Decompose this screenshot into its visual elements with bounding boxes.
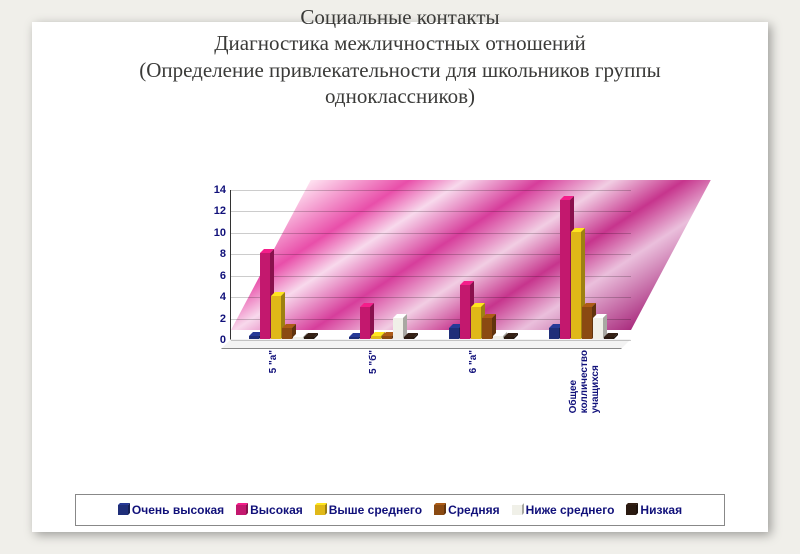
ytick-label: 12 — [198, 205, 226, 217]
legend-label: Средняя — [448, 503, 500, 517]
bar — [549, 328, 559, 339]
legend-item: Низкая — [626, 503, 682, 517]
legend-item: Очень высокая — [118, 503, 224, 517]
legend-label: Высокая — [250, 503, 303, 517]
bar — [471, 307, 481, 339]
ytick-label: 6 — [198, 270, 226, 282]
legend-label: Выше среднего — [329, 503, 422, 517]
bar — [304, 337, 314, 339]
legend-item: Ниже среднего — [512, 503, 615, 517]
title-line: Диагностика межличностных отношений — [0, 30, 800, 56]
xtick-label: 5 "б" — [368, 350, 379, 374]
bar — [382, 336, 392, 339]
bar — [404, 337, 414, 339]
legend-swatch — [512, 505, 522, 515]
slide: Социальные контакты Диагностика межлично… — [0, 0, 800, 554]
ytick-label: 0 — [198, 334, 226, 346]
bar — [449, 328, 459, 339]
bar — [504, 337, 514, 339]
bar — [482, 318, 492, 339]
xtick-label: Общее колличество учащихся — [568, 350, 601, 413]
ytick-label: 4 — [198, 291, 226, 303]
bar — [260, 253, 270, 339]
legend-swatch — [315, 505, 325, 515]
xtick-label: 6 "а" — [468, 350, 479, 373]
bar — [560, 200, 570, 339]
legend-item: Высокая — [236, 503, 303, 517]
bar — [371, 336, 381, 339]
bar — [282, 328, 292, 339]
title-line: Социальные контакты — [0, 4, 800, 30]
title-line: (Определение привлекательности для школь… — [0, 57, 800, 83]
plot-region — [230, 190, 630, 340]
gridline — [231, 340, 631, 341]
legend-swatch — [118, 505, 128, 515]
bar — [571, 232, 581, 339]
chart: 02468101214 5 "а"5 "б"6 "а"Общее колличе… — [190, 190, 630, 420]
gridline — [231, 190, 631, 191]
legend-item: Выше среднего — [315, 503, 422, 517]
ytick-label: 2 — [198, 313, 226, 325]
bar — [349, 337, 359, 339]
legend: Очень высокая Высокая Выше среднего Средняя… — [75, 494, 725, 526]
bar — [593, 318, 603, 339]
legend-label: Низкая — [640, 503, 682, 517]
legend-swatch — [236, 505, 246, 515]
bar — [582, 307, 592, 339]
legend-swatch — [434, 505, 444, 515]
bar — [360, 307, 370, 339]
bar — [604, 337, 614, 339]
ytick-label: 10 — [198, 227, 226, 239]
bar — [293, 337, 303, 339]
ytick-label: 14 — [198, 184, 226, 196]
bar — [271, 296, 281, 339]
title-block: Социальные контакты Диагностика межлично… — [0, 4, 800, 109]
bar — [393, 318, 403, 339]
legend-item: Средняя — [434, 503, 500, 517]
bar — [249, 336, 259, 339]
bar — [493, 336, 503, 339]
ytick-label: 8 — [198, 248, 226, 260]
bar — [460, 285, 470, 339]
xtick-label: 5 "а" — [268, 350, 279, 373]
legend-label: Ниже среднего — [526, 503, 615, 517]
legend-label: Очень высокая — [132, 503, 224, 517]
legend-swatch — [626, 505, 636, 515]
title-line: одноклассников) — [0, 83, 800, 109]
